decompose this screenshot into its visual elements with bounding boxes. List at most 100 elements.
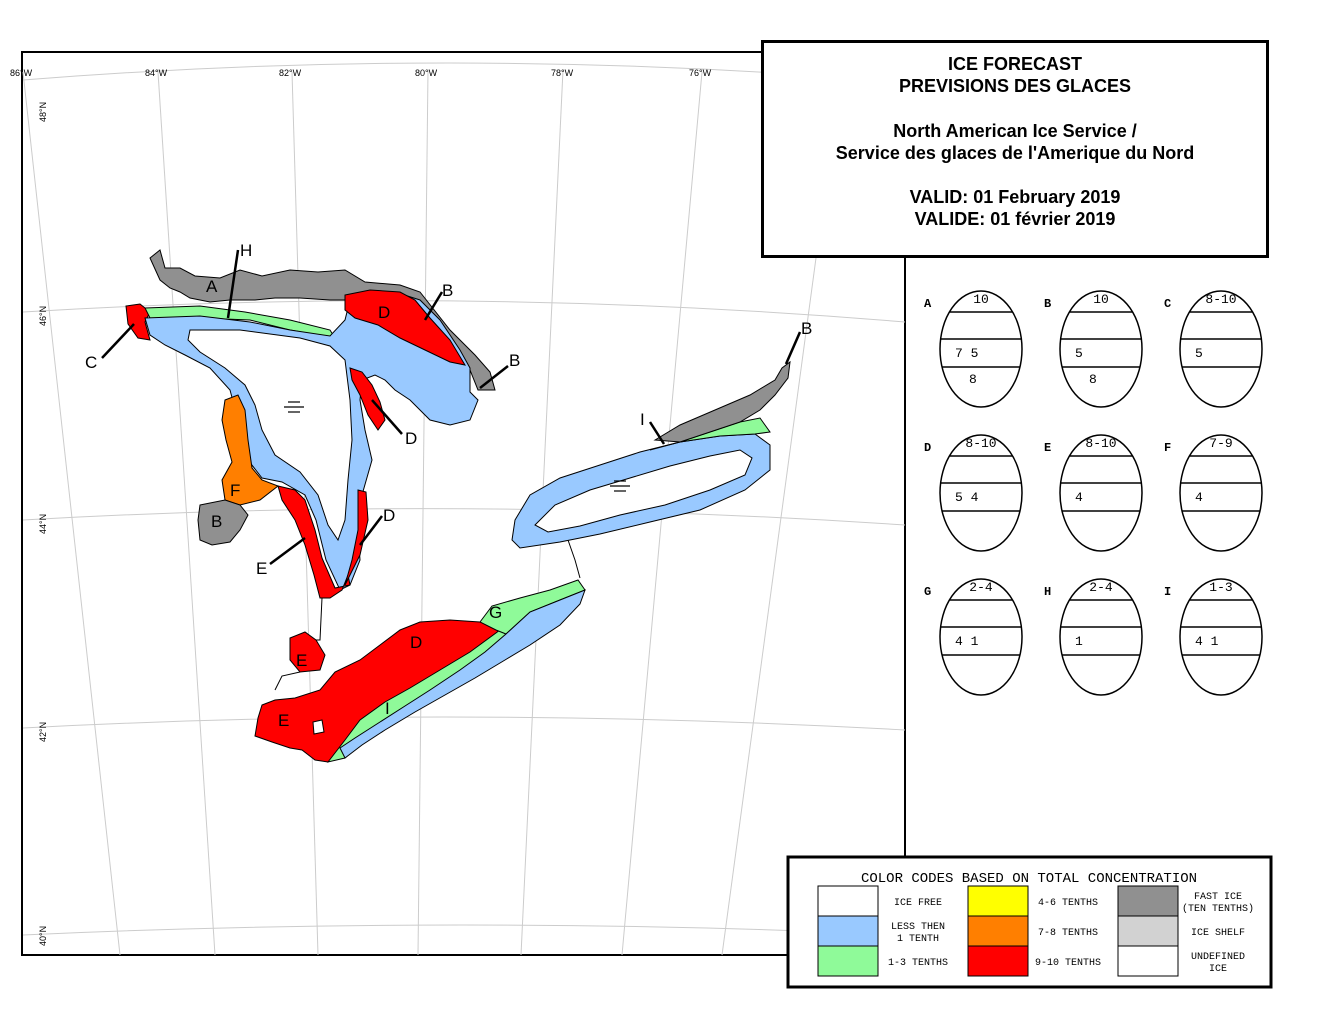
title-box: ICE FORECAST PREVISIONS DES GLACES North… [761,40,1269,258]
egg-total-concentration: 1-3 [1209,580,1232,595]
legend-item: FAST ICE(TEN TENTHS) [1117,885,1254,917]
map-frame [21,51,906,956]
egg-id-label: E [1044,441,1051,455]
egg-oval [939,290,1023,408]
lat-label-42: 42°N [38,722,48,742]
legend: COLOR CODES BASED ON TOTAL CONCENTRATION… [786,855,1273,989]
erie-blue-open-water [339,589,586,759]
huron-orange-saginaw [221,394,280,506]
egg-id-label: A [924,297,932,311]
huron-red-east-shore [349,367,386,431]
egg-id-label: C [1164,297,1171,311]
erie-island [312,719,325,735]
legend-item: 1-3 TENTHS [817,945,948,977]
label-E-stclair: E [296,651,307,670]
egg-total-concentration: 8-10 [1205,292,1236,307]
label-E-west: E [256,559,267,578]
title-line-1: ICE FORECAST [947,54,1082,74]
egg-partial-concentration: 5 [1075,346,1083,361]
label-G: G [489,603,502,622]
legend-label-line2: 1 TENTH [897,934,939,945]
huron-red-southeast-shore [344,489,369,586]
graticule-labels: 86°W 84°W 82°W 80°W 78°W 76°W 48°N 46°N … [10,68,712,946]
label-B-saginaw: B [211,512,222,531]
title-line-5: VALID: 01 February 2019 [909,187,1121,207]
egg-partial-concentration: 4 1 [955,634,979,649]
egg-code-h: H 2-4 1 [1044,578,1143,696]
legend-label: ICE FREE [894,898,942,909]
lat-label-46: 46°N [38,306,48,326]
huron-red-west-shore [277,485,351,599]
legend-swatch [817,945,879,977]
huron-white-ice-free [187,329,353,542]
label-D-east: D [405,429,417,448]
egg-oval [939,434,1023,552]
label-I-erie: I [385,699,390,718]
legend-label: 7-8 TENTHS [1038,928,1098,939]
title-line-6: VALIDE: 01 février 2019 [914,209,1116,229]
egg-oval [1059,434,1143,552]
open-water-symbol-ontario [610,480,630,492]
egg-total-concentration: 2-4 [1089,580,1113,595]
egg-oval [1179,290,1263,408]
egg-id-label: G [924,585,931,599]
lon-label-76: 76°W [689,68,712,78]
legend-swatch [967,885,1029,917]
label-B-north: B [442,281,453,300]
legend-label: UNDEFINED [1191,952,1245,963]
lake-erie [254,579,586,763]
egg-id-label: I [1164,585,1171,599]
egg-partial-concentration: 4 [1075,490,1083,505]
label-B-stlawrence: B [801,319,812,338]
st-lawrence-fast-ice [653,360,791,443]
huron-fast-ice-saginaw [197,499,249,546]
label-F: F [230,481,240,500]
ontario-white-ice-free [534,449,753,533]
egg-id-label: B [1044,297,1051,311]
legend-item: 4-6 TENTHS [967,885,1098,917]
egg-partial-concentration: 4 [1195,490,1203,505]
egg-code-a: A 10 7 5 8 [924,290,1023,408]
egg-id-label: D [924,441,931,455]
egg-total-concentration: 7-9 [1209,436,1232,451]
legend-title: COLOR CODES BASED ON TOTAL CONCENTRATION [861,871,1197,887]
legend-label: FAST ICE [1194,892,1242,903]
title-line-2: PREVISIONS DES GLACES [898,76,1132,96]
lat-label-40: 40°N [38,926,48,946]
label-I-ontario: I [640,410,645,429]
lake-st-clair [289,631,326,673]
legend-label: 1-3 TENTHS [888,958,948,969]
egg-partial-concentration: 4 1 [1195,634,1219,649]
label-H: H [240,241,252,260]
huron-fast-ice-north [149,249,496,391]
legend-swatch [1117,885,1179,917]
egg-stage-of-development: 8 [1089,372,1097,387]
egg-oval [1059,578,1143,696]
legend-label: LESS THEN [891,922,945,933]
label-B-east: B [509,351,520,370]
legend-swatch [1117,945,1179,977]
egg-total-concentration: 10 [1093,292,1109,307]
legend-item: 9-10 TENTHS [967,945,1101,977]
lon-label-84: 84°W [145,68,168,78]
egg-oval [1059,290,1143,408]
egg-code-d: D 8-10 5 4 [924,434,1023,552]
leader-lines [101,249,802,566]
title-line-3: North American Ice Service / [893,121,1137,141]
niagara-river [567,539,581,579]
legend-label: 9-10 TENTHS [1035,958,1101,969]
egg-oval [1179,434,1263,552]
label-A: A [206,277,218,296]
legend-label: ICE SHELF [1191,928,1245,939]
egg-code-b: B 10 58 [1044,290,1143,408]
st-clair-river [316,597,323,641]
legend-label: 4-6 TENTHS [1038,898,1098,909]
legend-label-line2: ICE [1209,964,1227,975]
legend-swatch [817,885,879,917]
egg-total-concentration: 8-10 [1085,436,1116,451]
egg-oval [1179,578,1263,696]
egg-code-e: E 8-10 4 [1044,434,1143,552]
lon-label-80: 80°W [415,68,438,78]
